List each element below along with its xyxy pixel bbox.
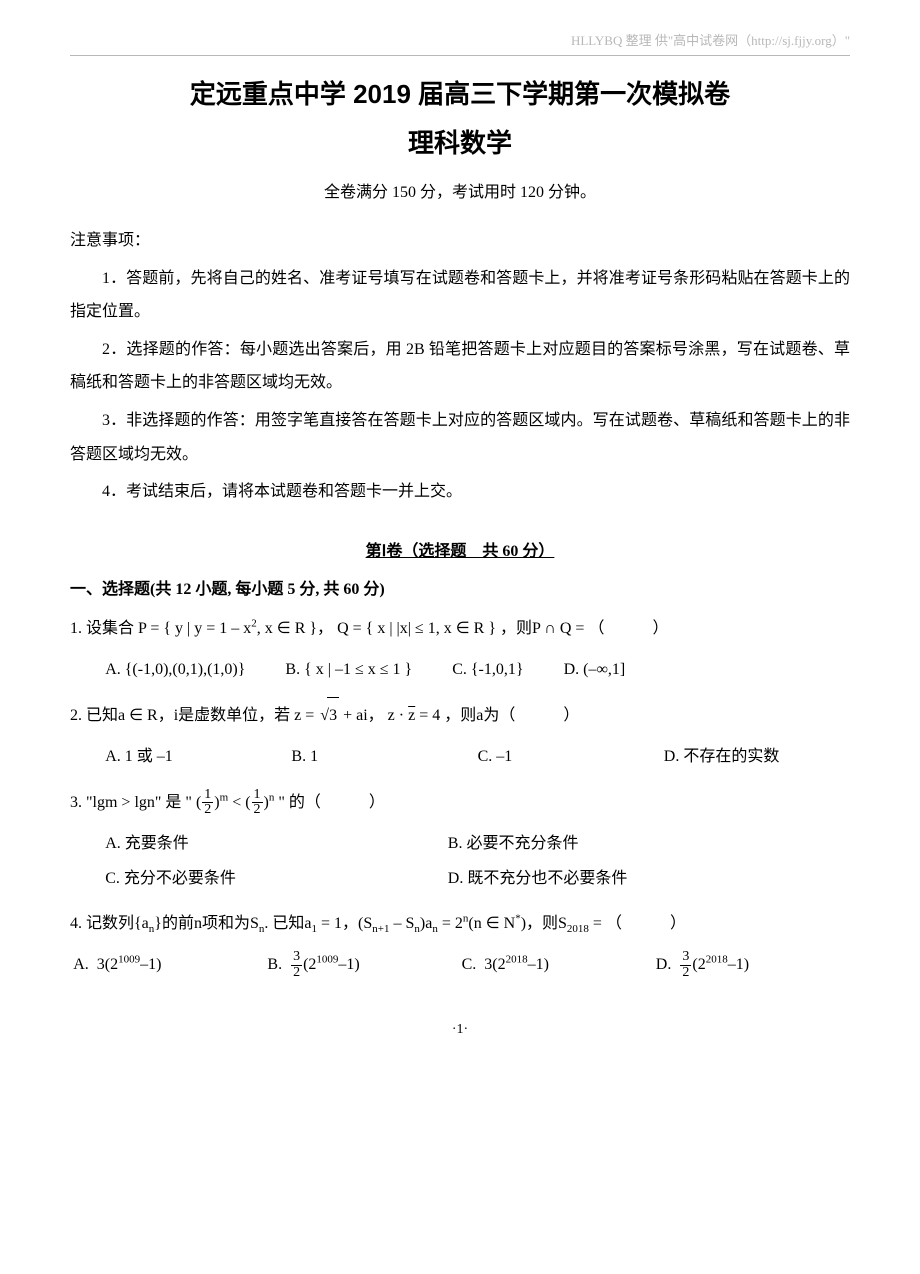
q1-stem-post: ，则P ∩ Q = （ ） [500,620,668,637]
notice-2: 2．选择题的作答：每小题选出答案后，用 2B 铅笔把答题卡上对应题目的答案标号涂… [70,333,850,400]
q3-opt-a: A. 充要条件 [105,826,448,861]
doc-title: 定远重点中学 2019 届高三下学期第一次模拟卷 [70,74,850,111]
notice-4: 4．考试结束后，请将本试题卷和答题卡一并上交。 [70,475,850,509]
part1-subheading: 一、选择题(共 12 小题, 每小题 5 分, 共 60 分) [70,575,850,599]
q3-tail: " 的（ ） [278,794,385,811]
question-1: 1. 设集合 P = { y | y = 1 – x2, x ∈ R }， Q … [70,611,850,646]
q4-stem: 4. 记数列{an}的前n项和为Sn. 已知a1 = 1，(Sn+1 – Sn)… [70,915,686,932]
q3-stem: 3. "lgm > lgn" 是 " [70,794,192,811]
q2-zzbar: z · z = 4 [388,707,441,724]
q1-opt-b: B. { x | –1 ≤ x ≤ 1 } [285,652,412,687]
q1-opt-a: A. {(-1,0),(0,1),(1,0)} [105,652,245,687]
page-source-header: HLLYBQ 整理 供"高中试卷网（http://sj.fjjy.org）" [70,30,850,56]
q4-options: A. 3(21009–1) B. 32(21009–1) C. 3(22018–… [70,947,850,982]
q3-opt-c: C. 充分不必要条件 [105,861,448,896]
part1-heading: 第Ⅰ卷（选择题 共 60 分） [70,537,850,561]
q2-opt-a: A. 1 或 –1 [105,739,251,774]
q2-stem: 2. 已知a ∈ R，i是虚数单位，若 [70,707,294,724]
question-2: 2. 已知a ∈ R，i是虚数单位，若 z = 3 + ai， z · z = … [70,697,850,733]
notice-3: 3．非选择题的作答：用签字笔直接答在答题卡上对应的答题区域内。写在试题卷、草稿纸… [70,404,850,471]
q1-set-q: Q = { x | |x| ≤ 1, x ∈ R } [337,620,496,637]
q3-lt: < [232,794,245,811]
doc-subtitle: 理科数学 [70,123,850,160]
q4-opt-b: B. 32(21009–1) [267,947,421,982]
q4-opt-d: D. 32(22018–1) [656,947,810,982]
q3-opt-b: B. 必要不充分条件 [448,826,791,861]
q1-opt-c: C. {-1,0,1} [452,652,523,687]
q3-options: A. 充要条件 B. 必要不充分条件 C. 充分不必要条件 D. 既不充分也不必… [70,826,850,896]
q4-opt-c: C. 3(22018–1) [462,947,616,982]
q1-opt-d: D. (–∞,1] [564,652,626,687]
question-4: 4. 记数列{an}的前n项和为Sn. 已知a1 = 1，(Sn+1 – Sn)… [70,906,850,941]
q2-opt-c: C. –1 [478,739,624,774]
q2-z: z = 3 + ai [294,707,367,724]
page-root: HLLYBQ 整理 供"高中试卷网（http://sj.fjjy.org）" 定… [0,0,920,1078]
q1-options: A. {(-1,0),(0,1),(1,0)} B. { x | –1 ≤ x … [70,652,850,687]
q4-opt-a: A. 3(21009–1) [73,947,227,982]
question-3: 3. "lgm > lgn" 是 " (12)m < (12)n " 的（ ） [70,785,850,820]
exam-info: 全卷满分 150 分，考试用时 120 分钟。 [70,178,850,202]
q3-rhs: (12)n [245,794,274,811]
notice-label: 注意事项： [70,224,850,258]
q1-set-p: P = { y | y = 1 – x2, x ∈ R } [138,620,317,637]
q2-opt-d: D. 不存在的实数 [664,739,810,774]
q3-lhs: (12)m [196,794,228,811]
notice-1: 1．答题前，先将自己的姓名、准考证号填写在试题卷和答题卡上，并将准考证号条形码粘… [70,262,850,329]
q2-opt-b: B. 1 [291,739,437,774]
q1-stem-pre: 1. 设集合 [70,620,134,637]
q2-tail: ，则a为（ ） [444,707,579,724]
page-number: ·1· [70,1022,850,1038]
q3-opt-d: D. 既不充分也不必要条件 [448,861,791,896]
q2-options: A. 1 或 –1 B. 1 C. –1 D. 不存在的实数 [70,739,850,774]
